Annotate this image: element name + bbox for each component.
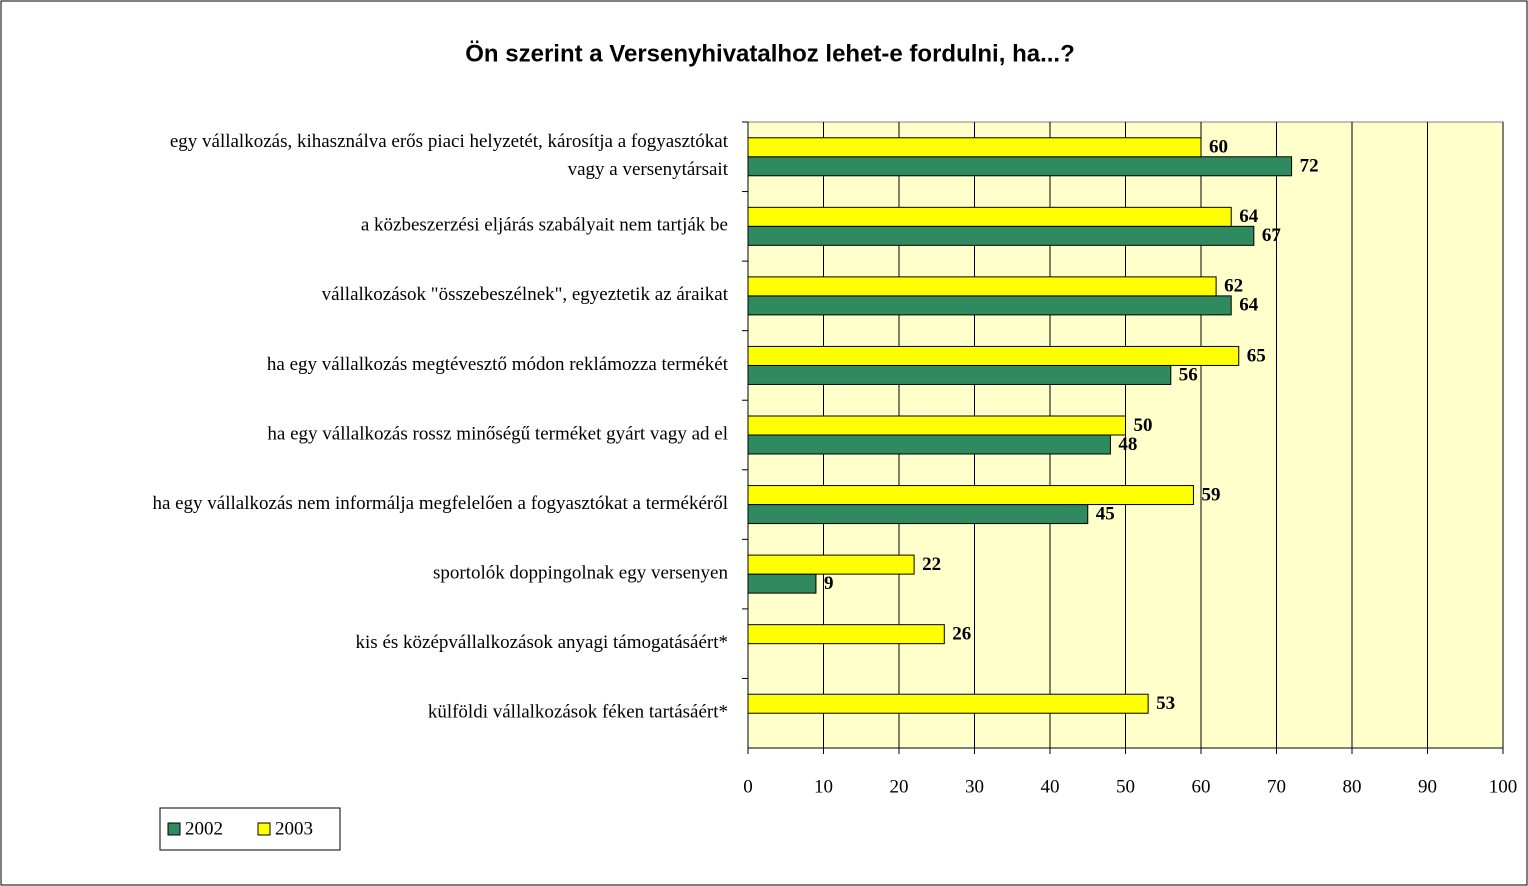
legend-label: 2002 — [185, 818, 223, 839]
bar — [747, 364, 1172, 385]
bar — [747, 434, 1111, 455]
bar — [747, 693, 1149, 714]
y-tick-label: ha egy vállalkozás rossz minőségű termék… — [267, 423, 728, 444]
bar — [747, 345, 1240, 366]
bar — [747, 206, 1232, 227]
bar — [747, 276, 1217, 297]
bar — [747, 295, 1232, 316]
data-label: 53 — [1156, 693, 1175, 714]
x-tick-label: 10 — [814, 776, 833, 797]
x-tick-label: 30 — [965, 776, 984, 797]
x-tick-label: 100 — [1489, 776, 1518, 797]
data-label: 65 — [1247, 345, 1266, 366]
y-tick-label: ha egy vállalkozás nem informálja megfel… — [152, 493, 728, 514]
data-label: 67 — [1262, 225, 1282, 246]
bar — [747, 573, 817, 594]
legend-box — [159, 807, 341, 851]
bar — [747, 624, 945, 645]
x-tick-label: 60 — [1192, 776, 1211, 797]
data-label: 26 — [952, 624, 971, 645]
x-tick-label: 0 — [743, 776, 753, 797]
x-tick-label: 40 — [1041, 776, 1060, 797]
bar — [747, 554, 915, 575]
bar — [747, 415, 1126, 436]
data-label: 22 — [922, 554, 941, 575]
y-tick-label: kis és középvállalkozások anyagi támogat… — [356, 632, 728, 653]
y-tick-label: külföldi vállalkozások féken tartásáért* — [428, 702, 728, 723]
data-label: 50 — [1134, 415, 1153, 436]
bar — [747, 225, 1255, 246]
data-label: 72 — [1300, 156, 1319, 177]
legend-label: 2003 — [275, 818, 313, 839]
data-label: 64 — [1239, 206, 1259, 227]
data-label: 9 — [824, 573, 834, 594]
y-tick-label: egy vállalkozás, kihasználva erős piaci … — [170, 131, 729, 180]
y-tick-label: vállalkozások "összebeszélnek", egyeztet… — [322, 284, 729, 305]
x-tick-label: 80 — [1343, 776, 1362, 797]
x-tick-label: 70 — [1267, 776, 1286, 797]
data-label: 45 — [1096, 503, 1115, 524]
bar — [747, 137, 1202, 158]
bar — [747, 504, 1089, 525]
bar — [747, 485, 1194, 506]
legend-swatch — [167, 822, 181, 836]
legend-swatch — [257, 822, 271, 836]
x-tick-label: 90 — [1418, 776, 1437, 797]
bar — [747, 156, 1293, 177]
y-tick-label: a közbeszerzési eljárás szabályait nem t… — [361, 215, 728, 236]
chart-title: Ön szerint a Versenyhivatalhoz lehet-e f… — [465, 40, 1074, 67]
x-tick-label: 20 — [890, 776, 909, 797]
data-label: 60 — [1209, 137, 1228, 158]
y-tick-label: ha egy vállalkozás megtévesztő módon rek… — [267, 354, 729, 375]
data-label: 56 — [1179, 364, 1198, 385]
y-tick-label: sportolók doppingolnak egy versenyen — [433, 562, 728, 583]
data-label: 48 — [1118, 434, 1137, 455]
data-label: 62 — [1224, 276, 1243, 297]
x-tick-label: 50 — [1116, 776, 1135, 797]
data-label: 64 — [1239, 295, 1259, 316]
data-label: 59 — [1201, 484, 1220, 505]
